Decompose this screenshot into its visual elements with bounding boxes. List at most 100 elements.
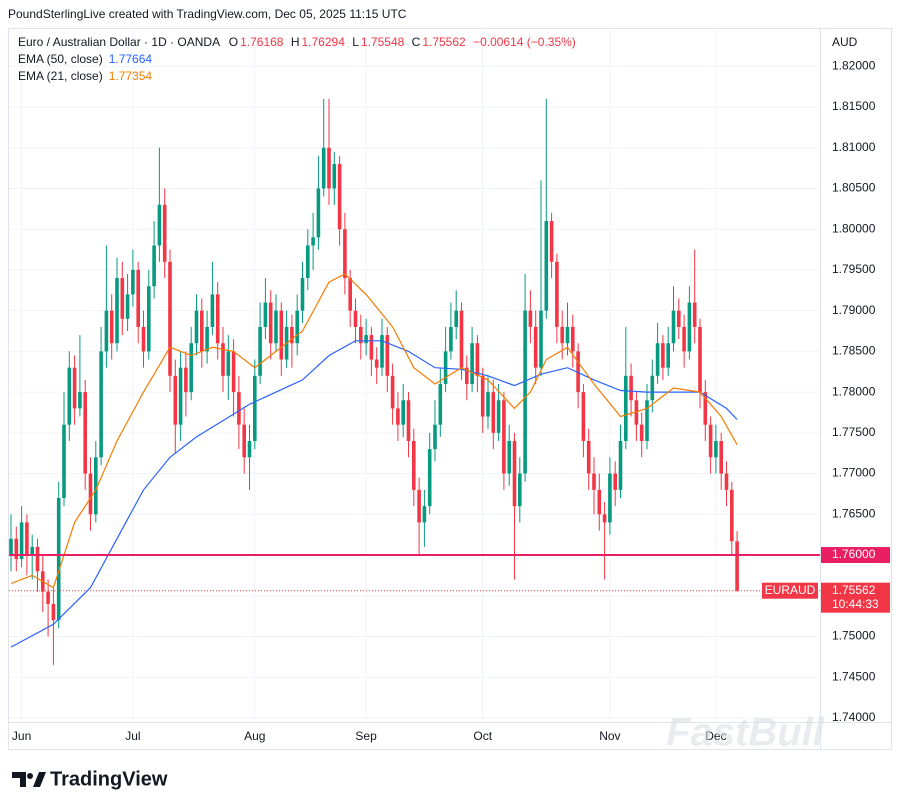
candle-body [131,269,135,295]
candle-body [300,278,305,311]
candle-body [496,400,501,433]
candle-body [560,326,564,344]
candle-body [459,310,464,368]
candle-body [62,424,66,498]
candle-body [83,392,87,474]
candle-body [72,367,77,409]
candle-body [374,359,379,368]
y-tick-label: 1.79000 [832,303,876,317]
candle-body [698,326,702,393]
candle-body [650,375,655,401]
candle-body [168,261,172,376]
candle-body [677,310,681,327]
candle-body [290,326,294,344]
candle-body [157,204,162,246]
x-tick-label: Nov [599,729,620,743]
candle-body [576,351,580,393]
candle-body [390,375,395,409]
candle-body [210,294,215,327]
ema-line [10,340,738,648]
candle-body [438,383,443,425]
x-tick-label: Jun [12,729,31,743]
candle-body [115,278,119,344]
candle-body [88,473,93,515]
candle-body [327,147,331,189]
candle-body [692,302,697,327]
candle-body [661,343,665,368]
candle-body [719,440,723,474]
y-tick-label: 1.80000 [832,221,876,235]
low-value: 1.75548 [361,35,405,49]
candle-body [226,351,231,376]
candle-body [518,473,522,507]
candle-body [586,440,591,474]
candle-body [78,392,82,409]
y-tick-label: 1.78500 [832,344,876,358]
candle-body [359,326,363,344]
candle-body [549,221,554,262]
candle-body [343,229,347,279]
candle-body [592,473,596,490]
watermark: FastBull [666,711,825,755]
last-price-box [821,582,890,613]
candle-body [141,326,146,352]
candle-body [486,392,490,417]
candle-body [316,188,321,238]
candle-body [25,522,29,556]
candle-body [311,237,315,246]
x-tick-label: Dec [705,729,726,743]
candle-body [46,591,50,604]
change-value: −0.00614 (−0.35%) [473,35,576,49]
candle-body [237,392,241,425]
candle-body [655,343,660,376]
candle-body [682,326,686,352]
candle-body [618,440,623,490]
candle-body [714,440,718,458]
candle-body [321,147,326,189]
candle-body [507,440,511,474]
candle-body [687,302,692,352]
brand: TradingView [50,768,168,790]
y-tick-label: 1.81000 [832,140,876,154]
caption: PoundSterlingLive created with TradingVi… [8,7,407,21]
candle-body [645,400,649,441]
candle-body [247,440,252,458]
candle-body [427,449,432,507]
candle-body [215,294,220,344]
candle-body [406,400,411,441]
y-tick-label: 1.81500 [832,99,876,113]
candle-body [629,375,633,401]
candle-body [56,497,61,621]
last-price-label: 1.75562 [832,583,876,597]
ema-value: 1.77664 [109,52,153,66]
candle-body [730,489,734,542]
candle-body [422,506,427,523]
candle-body [724,473,729,490]
ema-name: EMA (21, close) [18,69,103,83]
candle-body [449,326,453,352]
candle-body [369,335,374,360]
symbol-label: EURAUD [765,583,816,597]
candle-body [194,310,199,344]
candle-body [147,286,151,352]
legend-ema: EMA (21, close) 1.77354 [18,69,152,83]
logo: TradingView [12,768,168,790]
candle-body [109,310,114,344]
candle-body [14,538,19,560]
y-tick-label: 1.79500 [832,262,876,276]
frame [8,28,892,750]
ema-name: EMA (50, close) [18,52,103,66]
candle-body [401,400,405,425]
candle-body [337,164,342,230]
candle-body [671,310,676,344]
candle-body [465,367,469,384]
candle-body [205,326,209,352]
candle-body [634,400,639,425]
candle-body [295,310,299,344]
candle-body [708,424,713,458]
candle-body [523,310,527,474]
level-label-box [821,547,890,564]
y-tick-label: 1.75000 [832,629,876,643]
ema-line [10,273,738,589]
